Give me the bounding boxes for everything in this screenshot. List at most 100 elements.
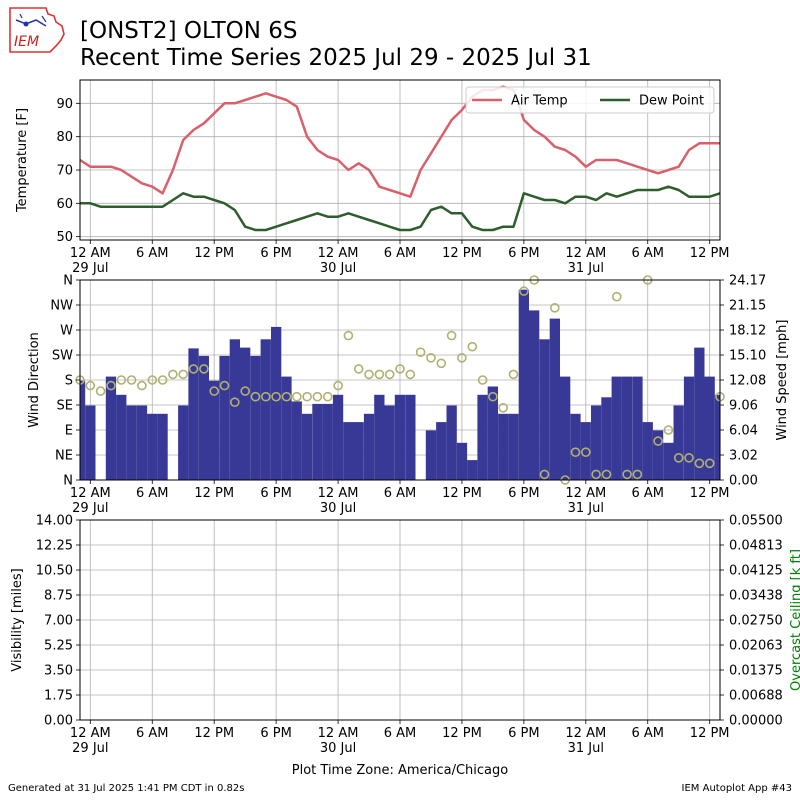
- wind-direction-marker: [580, 447, 591, 458]
- wind-speed-bar: [632, 376, 643, 480]
- y2-tick-label: 0.01375: [729, 664, 783, 679]
- wind-speed-bar: [343, 422, 354, 480]
- y-tick-label: E: [65, 424, 73, 439]
- wind-direction-marker: [343, 330, 354, 341]
- wind-speed-bar: [518, 289, 529, 480]
- wind-speed-bar: [250, 355, 261, 480]
- x-tick-label: 6 AM: [136, 726, 169, 741]
- x-tick-label: 12 AM: [70, 246, 111, 261]
- wind-speed-bar: [704, 376, 715, 480]
- y-tick-label: 10.50: [36, 564, 73, 579]
- wind-speed-bar: [446, 405, 457, 480]
- footer-app: IEM Autoplot App #43: [681, 783, 792, 794]
- wind-speed-bar: [136, 405, 148, 480]
- x-date-label: 29 Jul: [72, 741, 108, 756]
- wind-speed-bar: [580, 422, 591, 480]
- wind-speed-bar: [467, 460, 478, 480]
- iem-logo: IEM: [9, 7, 65, 53]
- x-tick-label: 12 PM: [442, 726, 482, 741]
- wind-direction-marker: [353, 364, 364, 374]
- wind-speed-bar: [353, 422, 364, 480]
- wind-direction-marker: [384, 369, 395, 380]
- wind-direction-marker: [364, 369, 374, 380]
- x-tick-label: 6 AM: [384, 726, 417, 741]
- wind-direction-marker: [622, 469, 632, 480]
- wind-direction-marker: [322, 391, 333, 402]
- y-axis-label-temp: Temperature [F]: [15, 108, 30, 213]
- wind-direction-marker: [694, 458, 705, 469]
- wind-speed-bar: [394, 394, 406, 480]
- x-date-label: 29 Jul: [72, 261, 108, 276]
- wind-direction-marker: [591, 469, 601, 480]
- wind-speed-bar: [508, 413, 519, 480]
- wind-speed-bar: [384, 405, 395, 480]
- chart-title: [ONST2] OLTON 6S: [80, 18, 298, 44]
- x-tick-label: 12 AM: [565, 726, 606, 741]
- wind-speed-bar: [601, 397, 612, 480]
- wind-speed-bar: [436, 422, 447, 480]
- y-tick-label: 90: [56, 97, 73, 112]
- wind-speed-bar: [363, 413, 375, 480]
- y-tick-label: 7.00: [44, 614, 73, 629]
- wind-direction-marker: [519, 286, 529, 296]
- y2-axis-label-wind-speed: Wind Speed [mph]: [775, 320, 790, 441]
- wind-speed-bar: [332, 394, 344, 480]
- wind-speed-bar: [683, 376, 695, 480]
- wind-speed-bar: [663, 442, 674, 480]
- y-tick-label: 50: [56, 230, 73, 245]
- wind-direction-marker: [663, 425, 674, 435]
- wind-speed-bar: [312, 403, 323, 480]
- wind-speed-bar: [529, 310, 540, 480]
- wind-direction-marker: [250, 391, 261, 402]
- wind-direction-marker: [446, 330, 457, 341]
- wind-speed-bar: [209, 380, 220, 480]
- x-date-label: 31 Jul: [568, 261, 604, 276]
- y-tick-label: W: [60, 324, 73, 339]
- wind-direction-marker: [240, 386, 250, 396]
- x-tick-label: 6 AM: [631, 726, 664, 741]
- wind-direction-marker: [415, 347, 426, 358]
- wind-speed-bar: [281, 376, 292, 480]
- x-tick-label: 6 PM: [508, 486, 539, 501]
- logo-text: IEM: [14, 34, 39, 50]
- wind-direction-marker: [260, 391, 271, 402]
- x-tick-label: 12 AM: [318, 486, 359, 501]
- y2-tick-label: 0.04813: [729, 539, 783, 554]
- wind-speed-bar: [178, 405, 189, 480]
- air-temp-line: [79, 85, 720, 198]
- wind-direction-marker: [219, 380, 230, 391]
- chart-subtitle: Recent Time Series 2025 Jul 29 - 2025 Ju…: [80, 45, 592, 71]
- wind-speed-bar: [405, 394, 416, 480]
- wind-direction-marker: [126, 375, 137, 385]
- wind-direction-marker: [704, 458, 715, 469]
- x-tick-label: 12 AM: [318, 726, 359, 741]
- wind-direction-marker: [684, 452, 694, 463]
- wind-speed-bar: [188, 348, 199, 480]
- wind-direction-marker: [302, 391, 312, 402]
- wind-direction-marker: [85, 380, 96, 391]
- y-axis-label-visibility: Visibility [miles]: [10, 568, 25, 671]
- wind-speed-bar: [198, 355, 209, 480]
- x-tick-label: 12 AM: [565, 486, 606, 501]
- y-tick-label: 5.25: [44, 639, 73, 654]
- wind-speed-bar: [611, 376, 622, 480]
- wind-direction-marker: [436, 358, 447, 369]
- wind-direction-marker: [477, 375, 488, 385]
- wind-direction-marker: [271, 391, 281, 402]
- wind-speed-bar: [487, 386, 498, 480]
- wind-speed-bar: [157, 413, 168, 480]
- wind-direction-marker: [291, 391, 302, 402]
- wind-direction-marker: [653, 436, 663, 446]
- wind-speed-bar: [673, 405, 684, 480]
- y2-tick-label: 0.02063: [729, 639, 783, 654]
- wind-direction-marker: [549, 302, 560, 313]
- y2-tick-label: 3.02: [729, 449, 758, 464]
- y2-tick-label: 0.05500: [729, 514, 783, 529]
- wind-speed-bar: [694, 347, 705, 480]
- x-tick-label: 6 AM: [384, 486, 417, 501]
- y2-tick-label: 9.06: [729, 399, 758, 414]
- wind-speed-bar: [560, 376, 571, 480]
- wind-direction-marker: [508, 369, 519, 380]
- wind-speed-bar: [456, 442, 468, 480]
- x-date-label: 30 Jul: [320, 261, 356, 276]
